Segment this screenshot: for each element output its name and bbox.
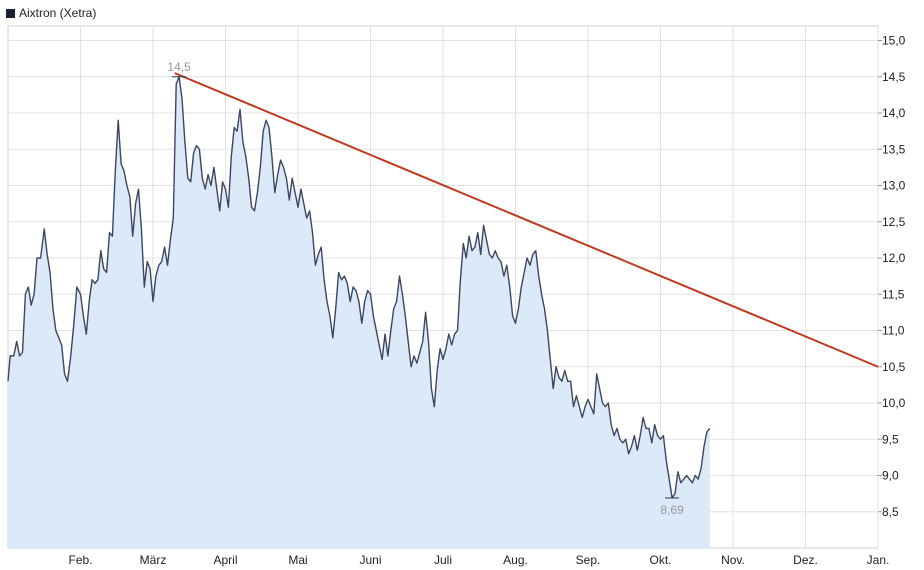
- x-tick-label: Feb.: [68, 553, 92, 567]
- legend-label: Aixtron (Xetra): [19, 6, 97, 20]
- trend-line: [174, 72, 879, 368]
- y-tick-label: 8,5: [882, 505, 899, 519]
- annotation-layer: 14,5 8,69: [167, 60, 684, 517]
- y-tick-label: 13,5: [882, 142, 906, 156]
- y-tick-label: 12,0: [882, 251, 906, 265]
- y-tick-label: 14,5: [882, 70, 906, 84]
- x-tick-label: Jan.: [867, 553, 890, 567]
- trend-layer: [174, 72, 879, 368]
- axis-layer: 8,5 9,0 9,5 10,0 10,5 11,0 11,5 12,0 12,5 13,0 13,…: [68, 34, 905, 568]
- x-tick-label: Mai: [288, 553, 307, 567]
- y-tick-label: 14,0: [882, 106, 906, 120]
- y-tick-label: 11,5: [882, 287, 905, 301]
- x-tick-label: März: [140, 553, 167, 567]
- y-tick-label: 13,0: [882, 179, 906, 193]
- x-tick-label: Juli: [434, 553, 452, 567]
- x-tick-label: Aug.: [503, 553, 528, 567]
- y-tick-label: 10,0: [882, 396, 906, 410]
- y-tick-label: 11,0: [882, 324, 905, 338]
- y-tick-label: 9,0: [882, 469, 899, 483]
- series-line: [7, 76, 711, 499]
- y-tick-label: 9,5: [882, 432, 899, 446]
- annotation-label: 8,69: [660, 503, 684, 517]
- area-layer: [7, 76, 711, 548]
- legend-swatch: [6, 8, 15, 18]
- legend: Aixtron (Xetra): [6, 5, 96, 21]
- x-tick-label: Okt.: [649, 553, 671, 567]
- x-tick-label: Juni: [359, 553, 381, 567]
- x-tick-label: Sep.: [576, 553, 601, 567]
- x-tick-label: Dez.: [793, 553, 818, 567]
- y-tick-label: 15,0: [882, 34, 906, 48]
- x-tick-label: April: [213, 553, 237, 567]
- y-tick-label: 10,5: [882, 360, 906, 374]
- y-tick-label: 12,5: [882, 215, 906, 229]
- annotation-label: 14,5: [167, 60, 191, 74]
- x-tick-label: Nov.: [721, 553, 745, 567]
- series-area: [8, 76, 710, 548]
